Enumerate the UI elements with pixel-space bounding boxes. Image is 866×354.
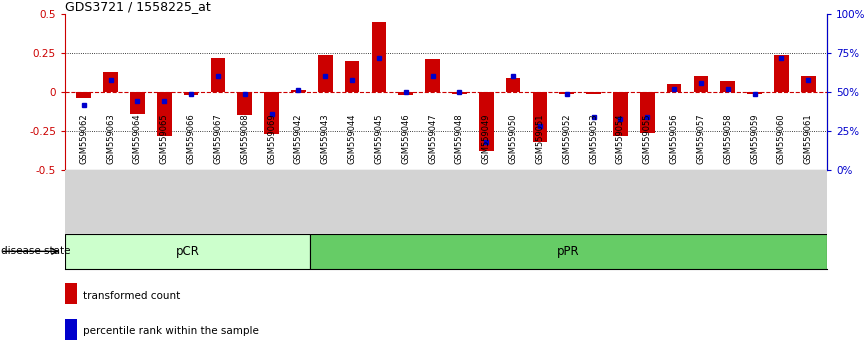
Text: transformed count: transformed count xyxy=(83,291,180,301)
Bar xyxy=(801,76,816,92)
Bar xyxy=(65,319,77,340)
Bar xyxy=(184,92,198,95)
Bar xyxy=(237,92,252,115)
Bar xyxy=(291,91,306,92)
Bar xyxy=(310,234,827,269)
Bar xyxy=(372,22,386,92)
Bar xyxy=(452,92,467,93)
Bar xyxy=(103,72,118,92)
Text: GDS3721 / 1558225_at: GDS3721 / 1558225_at xyxy=(65,0,210,13)
Bar xyxy=(76,92,91,98)
Bar xyxy=(747,92,762,93)
Text: pCR: pCR xyxy=(176,245,199,258)
Bar xyxy=(506,78,520,92)
Bar xyxy=(318,55,333,92)
Bar xyxy=(130,92,145,114)
Bar xyxy=(65,283,77,304)
Bar xyxy=(210,58,225,92)
Bar xyxy=(264,92,279,134)
Bar xyxy=(345,61,359,92)
Bar xyxy=(613,92,628,136)
Bar xyxy=(425,59,440,92)
Bar xyxy=(721,81,735,92)
Text: pPR: pPR xyxy=(557,245,579,258)
Text: percentile rank within the sample: percentile rank within the sample xyxy=(83,326,259,336)
Bar xyxy=(533,92,547,142)
Bar xyxy=(157,92,171,136)
Text: disease state: disease state xyxy=(1,246,70,256)
Bar xyxy=(667,84,682,92)
Bar xyxy=(586,92,601,93)
Bar xyxy=(694,76,708,92)
Bar xyxy=(559,92,574,93)
Bar xyxy=(398,92,413,95)
Bar xyxy=(640,92,655,132)
Bar xyxy=(479,92,494,151)
Bar xyxy=(774,55,789,92)
Bar xyxy=(65,234,310,269)
